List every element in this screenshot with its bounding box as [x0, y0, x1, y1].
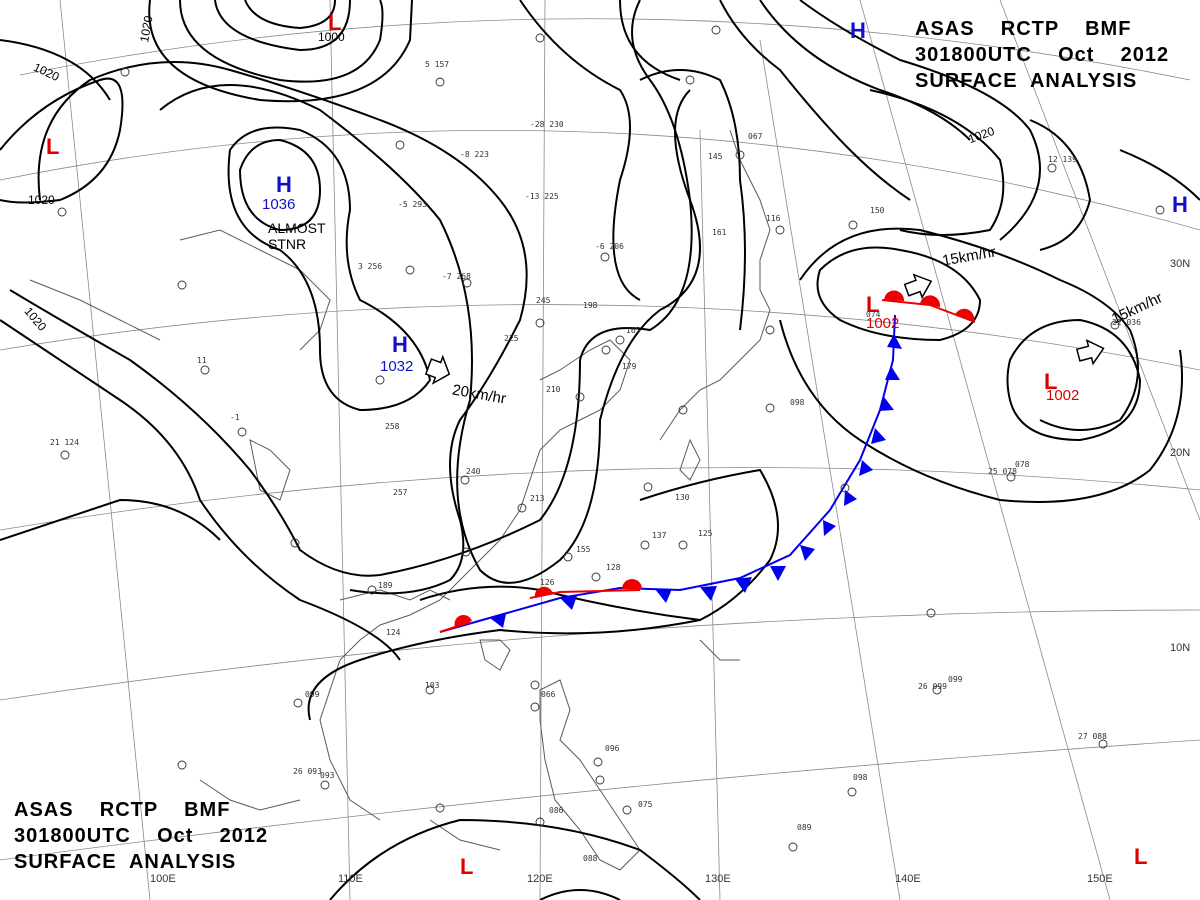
station-obs: 124	[386, 628, 401, 637]
high-mongolia-value: 1036	[262, 196, 296, 213]
station-obs: 078	[1015, 460, 1030, 469]
low-frontal-letter: L	[866, 292, 880, 317]
station-obs: 22 036	[1112, 318, 1141, 327]
warm-front	[439, 290, 976, 633]
station-obs: -1	[230, 413, 240, 422]
station-obs: 161	[712, 228, 727, 237]
low-east-value: 1002	[1046, 387, 1080, 404]
lon-label-150e: 150E	[1087, 873, 1113, 885]
station-obs: 116	[766, 214, 781, 223]
station-obs: 099	[305, 690, 320, 699]
station-obs: 225	[504, 334, 519, 343]
almost-stationary-note: ALMOST STNR	[268, 220, 326, 252]
station-obs: 12 139	[1048, 155, 1077, 164]
station-obs: 098	[790, 398, 805, 407]
station-obs: 096	[605, 744, 620, 753]
isobar-label-1000: 1000	[318, 30, 345, 44]
header-line-3: SURFACE ANALYSIS	[915, 70, 1138, 92]
station-obs: 128	[606, 563, 621, 572]
station-obs: 125	[698, 529, 713, 538]
low-north-letter: L	[328, 10, 342, 35]
station-obs: -13 225	[525, 192, 559, 201]
station-obs: 179	[622, 362, 637, 371]
station-obs: 11	[197, 356, 207, 365]
station-obs: 3 256	[358, 262, 383, 271]
low-frontal-value: 1002	[866, 315, 900, 332]
station-obs: 189	[378, 581, 393, 590]
motion-arrows	[424, 273, 1105, 385]
cold-front	[439, 314, 902, 633]
station-obs: 240	[466, 467, 481, 476]
motion-arrow-east-low	[1075, 339, 1105, 366]
high-china-value: 1032	[380, 358, 414, 375]
lon-label-110e: 110E	[338, 873, 363, 885]
low-south-letter: L	[460, 854, 474, 879]
station-obs: 098	[853, 773, 868, 782]
lon-label-130e: 130E	[705, 873, 731, 885]
station-obs: 245	[536, 296, 551, 305]
coastlines	[29, 129, 771, 871]
station-obs: 067	[748, 132, 763, 141]
station-obs: 258	[385, 422, 400, 431]
station-obs: 213	[530, 494, 545, 503]
motion-arrow-high	[424, 354, 451, 385]
station-obs: -8 223	[460, 150, 489, 159]
station-obs: 130	[675, 493, 690, 502]
motion-arrow-frontal-low	[903, 273, 933, 300]
lat-label-20n: 20N	[1170, 447, 1191, 459]
low-southeast-letter: L	[1134, 844, 1148, 869]
station-obs: -6 206	[595, 242, 624, 251]
station-obs: 155	[576, 545, 591, 554]
station-obs: 150	[870, 206, 885, 215]
lon-label-100e: 100E	[150, 873, 176, 885]
station-obs: 126	[540, 578, 555, 587]
header-bottom-left: ASAS RCTP BMF 301800UTC Oct 2012 SURFACE…	[14, 797, 268, 875]
lon-label-120e: 120E	[527, 873, 553, 885]
header-line-1: ASAS RCTP BMF	[915, 18, 1132, 40]
station-obs: 086	[549, 806, 564, 815]
station-obs: 27 088	[1078, 732, 1107, 741]
station-obs: 137	[652, 531, 667, 540]
station-obs: 21 124	[50, 438, 79, 447]
header-line-3-copy: SURFACE ANALYSIS	[14, 851, 237, 873]
station-obs: 5 157	[425, 60, 450, 69]
station-obs: 165	[626, 326, 641, 335]
station-obs: 198	[583, 301, 598, 310]
station-obs: 074	[866, 310, 881, 319]
high-north-letter: H	[850, 18, 866, 43]
header-top-right: ASAS RCTP BMF 301800UTC Oct 2012 SURFACE…	[915, 16, 1169, 94]
lat-label-10n: 10N	[1170, 642, 1191, 654]
station-obs: 099	[948, 675, 963, 684]
high-china-letter: H	[392, 332, 408, 357]
station-obs: -5 293	[398, 200, 427, 209]
station-obs: 210	[546, 385, 561, 394]
lat-label-30n: 30N	[1170, 258, 1191, 270]
station-obs: 103	[425, 681, 440, 690]
station-obs: 089	[797, 823, 812, 832]
station-obs: 075	[638, 800, 653, 809]
station-obs: -28 230	[530, 120, 564, 129]
header-line-1-copy: ASAS RCTP BMF	[14, 799, 231, 821]
station-obs: 25 078	[988, 467, 1017, 476]
low-east-letter: L	[1044, 369, 1058, 394]
station-obs: -7 268	[442, 272, 471, 281]
isobar-label-1020-c: 1020	[28, 193, 55, 207]
low-west-letter: L	[46, 134, 60, 159]
lon-label-140e: 140E	[895, 873, 921, 885]
station-obs: 066	[541, 690, 556, 699]
header-line-2-copy: 301800UTC Oct 2012	[14, 825, 269, 847]
station-obs: 145	[708, 152, 723, 161]
high-east-letter: H	[1172, 192, 1188, 217]
station-obs: 093	[320, 771, 335, 780]
station-markers	[57, 25, 1165, 852]
station-obs: 088	[583, 854, 598, 863]
station-obs: 26 099	[918, 682, 947, 691]
station-obs: 257	[393, 488, 408, 497]
header-line-2: 301800UTC Oct 2012	[915, 44, 1170, 66]
high-mongolia-letter: H	[276, 172, 292, 197]
station-obs: 26 093	[293, 767, 322, 776]
